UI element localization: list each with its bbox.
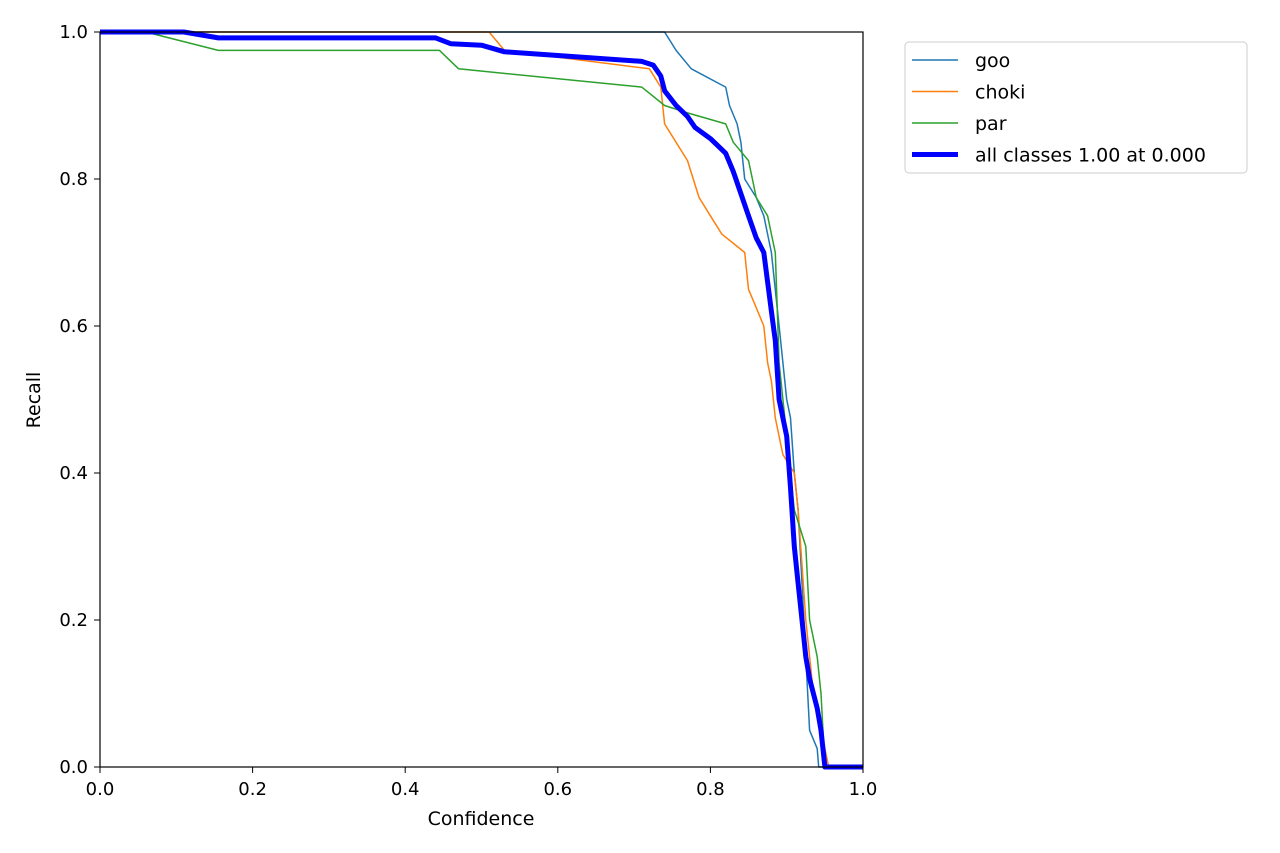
x-tick-label: 0.6 xyxy=(543,779,572,800)
series-line-2 xyxy=(100,31,863,768)
plot-frame xyxy=(99,31,864,768)
legend-label-2: par xyxy=(975,113,1007,135)
y-tick-label: 0.6 xyxy=(59,316,88,337)
series-line-1 xyxy=(100,31,863,768)
legend-label-3: all classes 1.00 at 0.000 xyxy=(975,145,1206,167)
x-tick-label: 0.2 xyxy=(238,779,267,800)
y-tick-label: 0.0 xyxy=(59,757,88,778)
y-tick-label: 0.8 xyxy=(59,169,88,190)
series-line-3 xyxy=(100,29,863,770)
x-tick-label: 0.4 xyxy=(391,779,420,800)
legend-items: goo choki par all classes 1.00 at 0.000 xyxy=(912,50,1206,167)
series-line-0 xyxy=(100,31,863,768)
legend: goo choki par all classes 1.00 at 0.000 xyxy=(904,41,1248,174)
y-tick-label: 1.0 xyxy=(59,22,88,43)
y-tick-label: 0.2 xyxy=(59,610,88,631)
axis-ticks: 0.0 0.2 0.4 0.6 0.8 1.0 0.0 0.2 0.4 0.6 0.8 1.0 xyxy=(59,22,877,800)
y-axis-label: Recall xyxy=(23,372,45,429)
plot-lines xyxy=(100,29,863,770)
x-axis-label: Confidence xyxy=(428,808,535,830)
x-tick-label: 0.0 xyxy=(86,779,115,800)
x-tick-label: 1.0 xyxy=(849,779,878,800)
x-tick-label: 0.8 xyxy=(696,779,725,800)
legend-label-0: goo xyxy=(975,50,1010,72)
legend-label-1: choki xyxy=(975,82,1025,104)
legend-box xyxy=(904,41,1248,174)
y-tick-label: 0.4 xyxy=(59,463,88,484)
